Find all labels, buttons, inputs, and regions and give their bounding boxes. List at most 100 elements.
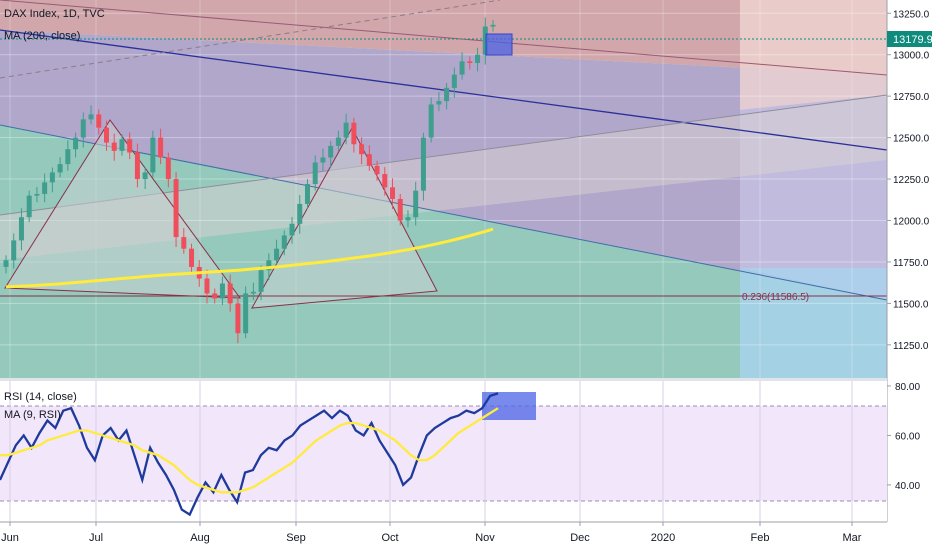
candle-body[interactable] <box>390 187 396 199</box>
candle-body[interactable] <box>212 293 218 299</box>
candle-body[interactable] <box>158 137 164 158</box>
candle-body[interactable] <box>459 61 465 75</box>
pane-separator[interactable] <box>0 378 887 381</box>
candle-body[interactable] <box>374 165 380 175</box>
candle-body[interactable] <box>289 223 295 236</box>
candle-body[interactable] <box>88 114 94 120</box>
time-tick-label: Aug <box>190 532 210 544</box>
candle-body[interactable] <box>119 139 125 151</box>
candle-body[interactable] <box>96 114 102 128</box>
rsi-ma-line[interactable] <box>0 407 499 494</box>
rsi-tick-label: 60.00 <box>895 431 920 442</box>
symbol-legend[interactable]: DAX Index, 1D, TVC <box>4 8 105 20</box>
candle-body[interactable] <box>359 144 365 155</box>
candle-body[interactable] <box>343 122 349 138</box>
candle-body[interactable] <box>304 184 310 204</box>
candle-body[interactable] <box>142 172 148 180</box>
time-tick-label: Jul <box>89 532 103 544</box>
candle-body[interactable] <box>420 137 426 191</box>
ma200-line[interactable] <box>5 227 494 289</box>
candle-body[interactable] <box>26 195 32 218</box>
candle-body[interactable] <box>80 119 86 138</box>
candle-body[interactable] <box>351 122 357 145</box>
price-tick-label: 11750.0 <box>893 258 929 269</box>
last-price-badge <box>887 31 932 47</box>
channel-line-mid <box>0 29 888 151</box>
candle-body[interactable] <box>103 127 109 143</box>
candle-body[interactable] <box>34 193 40 196</box>
candle-body[interactable] <box>173 179 179 238</box>
price-tick-label: 12500.0 <box>893 134 930 145</box>
candle-body[interactable] <box>235 303 241 334</box>
candle-body[interactable] <box>134 152 140 180</box>
time-tick-label: Feb <box>751 532 770 544</box>
candle-body[interactable] <box>250 291 256 294</box>
candle-body[interactable] <box>150 137 156 173</box>
rsi-ma-legend[interactable]: MA (9, RSI) <box>4 409 61 421</box>
candle-body[interactable] <box>475 54 481 63</box>
candle-body[interactable] <box>397 198 403 221</box>
channel-line-low <box>0 124 888 301</box>
candle-body[interactable] <box>49 172 55 183</box>
rsi-grid <box>9 381 853 522</box>
candle-body[interactable] <box>266 260 272 271</box>
candle-body[interactable] <box>274 248 280 261</box>
time-tick-label: Dec <box>570 532 590 544</box>
candle-body[interactable] <box>11 240 17 261</box>
candle-body[interactable] <box>335 137 341 146</box>
time-tick-label: Mar <box>843 532 862 544</box>
candle-body[interactable] <box>189 248 195 267</box>
candle-body[interactable] <box>490 24 496 27</box>
price-highlight-box[interactable] <box>485 33 513 56</box>
candle-body[interactable] <box>467 61 473 63</box>
rsi-axis[interactable]: 40.00 60.00 80.00 <box>887 382 920 492</box>
projection-zone-upper <box>740 0 887 110</box>
candle-body[interactable] <box>18 217 24 241</box>
time-axis[interactable]: Jun Jul Aug Sep Oct Nov Dec 2020 Feb Mar <box>1 522 862 544</box>
candle-body[interactable] <box>413 190 419 218</box>
fib-level-label: 0.236(11586.5) <box>742 292 809 303</box>
time-axis-bg <box>0 522 887 550</box>
candle-body[interactable] <box>181 237 187 249</box>
last-price-label: 13179.9 <box>893 34 932 46</box>
price-tick-label: 11500.0 <box>893 299 929 310</box>
candle-body[interactable] <box>127 139 133 153</box>
rsi-legend[interactable]: RSI (14, close) <box>4 391 77 403</box>
candle-body[interactable] <box>227 283 233 304</box>
candle-body[interactable] <box>428 104 434 138</box>
rsi-tick-label: 80.00 <box>895 382 920 393</box>
candle-body[interactable] <box>243 293 249 334</box>
price-axis[interactable]: 11250.0 11500.0 11750.0 12000.0 12250.0 12500… <box>887 9 930 352</box>
candle-body[interactable] <box>281 235 287 249</box>
time-tick-label: Jun <box>1 532 19 544</box>
candle-body[interactable] <box>444 87 450 102</box>
candle-body[interactable] <box>258 270 264 292</box>
candle-body[interactable] <box>436 101 442 105</box>
price-tick-label: 11250.0 <box>893 341 929 352</box>
rsi-line[interactable] <box>0 392 499 517</box>
candle-body[interactable] <box>111 142 117 151</box>
price-tick-label: 13250.0 <box>893 9 930 20</box>
candle-body[interactable] <box>57 164 63 173</box>
ma200-legend[interactable]: MA (200, close) <box>4 30 81 42</box>
candle-body[interactable] <box>204 278 210 294</box>
price-tick-label: 12250.0 <box>893 175 930 186</box>
candle-body[interactable] <box>312 162 318 185</box>
candle-body[interactable] <box>73 137 79 150</box>
candle-body[interactable] <box>366 154 372 166</box>
candle-body[interactable] <box>219 283 225 299</box>
candle-body[interactable] <box>482 26 488 55</box>
dashed-trend-line <box>0 0 501 79</box>
candle-body[interactable] <box>451 74 457 88</box>
candle-body[interactable] <box>297 203 303 224</box>
rsi-tick-label: 40.00 <box>895 481 920 492</box>
candle-body[interactable] <box>165 157 171 180</box>
candle-body[interactable] <box>3 260 9 267</box>
candle-body[interactable] <box>65 149 71 165</box>
candle-body[interactable] <box>405 217 411 221</box>
candle-body[interactable] <box>42 182 48 194</box>
candle-body[interactable] <box>382 174 388 188</box>
candle-body[interactable] <box>328 145 334 158</box>
candle-body[interactable] <box>320 157 326 163</box>
